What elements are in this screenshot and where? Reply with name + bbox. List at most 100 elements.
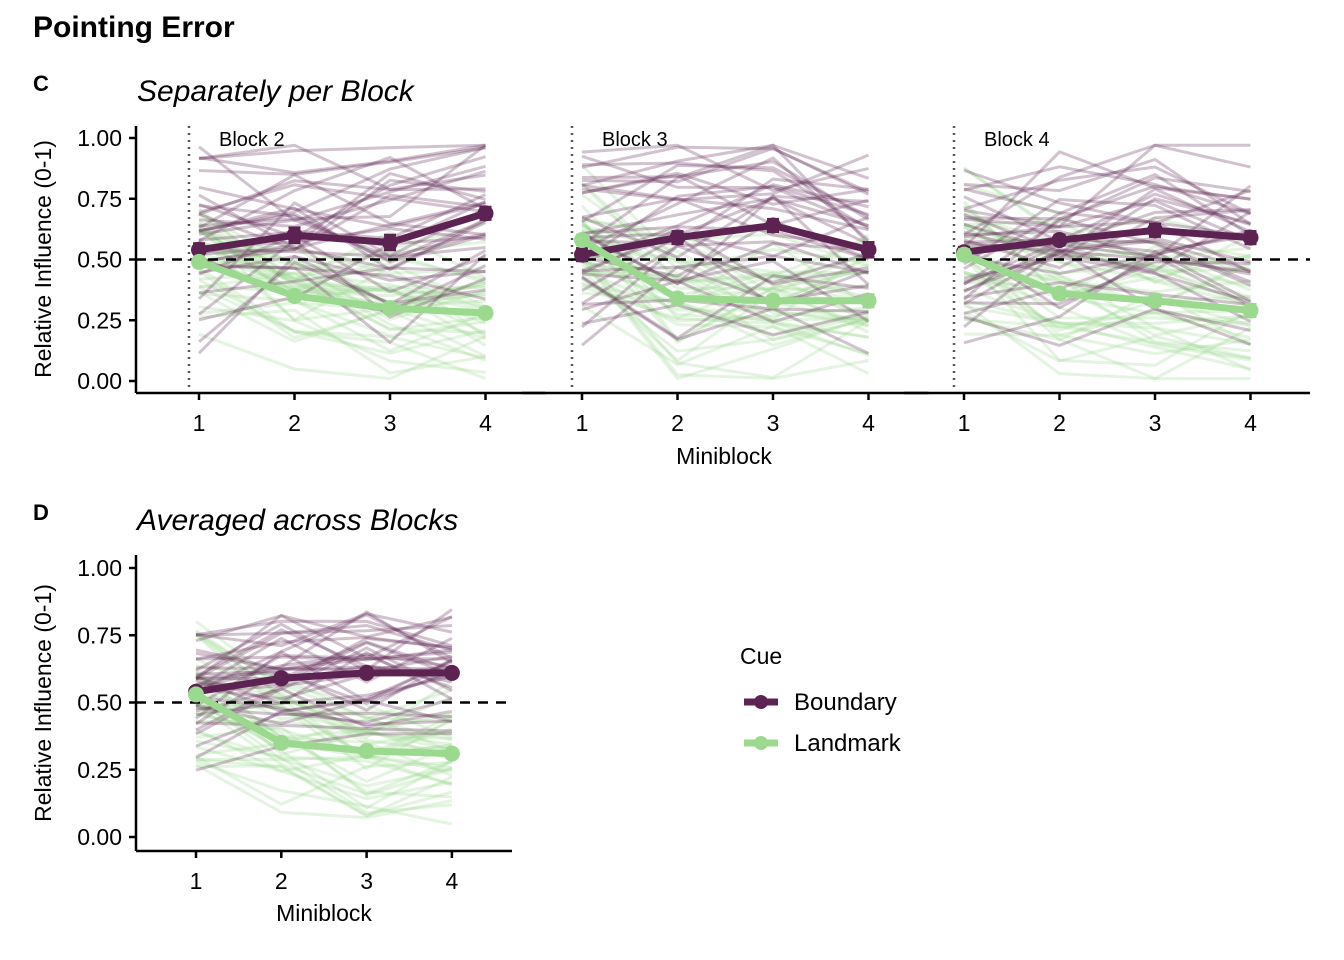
- chart-c-block4-landmark-individual-line: [962, 256, 1252, 367]
- chart-c-y-tick-label: 0.50: [77, 247, 122, 273]
- chart-c-block4-boundary-mean-line: [963, 226, 1251, 256]
- chart-c-block4-boundary-individual-line: [963, 199, 1252, 242]
- chart-c-block3-landmark-individual-line: [581, 228, 870, 296]
- chart-c-y-tick-label: 0.25: [77, 307, 122, 333]
- chart-c-block3-boundary-point: [765, 217, 781, 234]
- chart-c-block3-boundary-individual-line: [581, 163, 870, 224]
- chart-c-block3-boundary-individual-line: [581, 154, 870, 228]
- chart-c-block2-landmark-individual-line: [197, 227, 486, 322]
- chart-c-block4-landmark-individual-line: [963, 223, 1251, 269]
- chart-c-block4-landmark-individual-line: [963, 304, 1252, 372]
- chart-d-boundary-individual-line: [195, 732, 452, 772]
- chart-c-block2-landmark-point: [286, 287, 303, 304]
- chart-c-block4-landmark-individual-line: [963, 254, 1251, 332]
- chart-c-block2-landmark-individual-line: [198, 211, 486, 321]
- chart-c-block2-landmark-individual-line: [198, 292, 487, 353]
- chart-c-title: Separately per Block: [137, 75, 416, 108]
- chart-c-block4-landmark-individual-line: [963, 254, 1252, 346]
- chart-d-x-tick-label: 3: [360, 868, 373, 894]
- chart-d-landmark-individual-line: [195, 739, 453, 786]
- chart-c-block3-landmark-individual-line: [580, 164, 869, 275]
- chart-d-boundary-individual-line: [195, 721, 452, 733]
- chart-c-block3-boundary-individual-line: [581, 145, 870, 194]
- chart-c-block2-landmark-individual-line: [198, 207, 487, 308]
- chart-c-block2-boundary-individual-line: [198, 266, 486, 295]
- chart-d-y-tick-label: 0.25: [77, 757, 122, 783]
- chart-d-y-tick-label: 0.00: [77, 824, 122, 850]
- chart-c-y-tick-label: 1.00: [77, 125, 122, 151]
- chart-c-panel-label: Block 3: [602, 129, 668, 151]
- chart-c-block3-boundary-individual-line: [581, 153, 870, 202]
- chart-d-landmark-individual-line: [195, 692, 453, 759]
- individual-lines-c: [197, 143, 1252, 381]
- chart-d-landmark-individual-line: [195, 674, 452, 721]
- chart-c-block2-boundary-individual-line: [198, 146, 486, 233]
- chart-c-block4-boundary-individual-line: [963, 192, 1251, 243]
- chart-d-boundary-point: [358, 664, 375, 681]
- chart-c-block4-boundary-individual-line: [963, 228, 1251, 275]
- chart-c-block2-boundary-point: [477, 205, 494, 222]
- chart-c-block4-boundary-individual-line: [962, 150, 1251, 249]
- chart-c-block4-landmark-individual-line: [963, 270, 1251, 362]
- chart-c-block3-landmark-individual-line: [581, 285, 869, 339]
- chart-c-block3-boundary-individual-line: [581, 177, 869, 245]
- y-axis-label-c: Relative Influence (0-1): [30, 140, 56, 378]
- chart-d-boundary-individual-line: [195, 623, 452, 681]
- chart-d-boundary-individual-line: [195, 619, 453, 648]
- chart-d-landmark-individual-line: [195, 730, 453, 815]
- chart-c-block4-landmark-point: [1242, 302, 1259, 319]
- chart-c-block4-boundary-individual-line: [963, 184, 1251, 221]
- chart-c-block2-landmark-individual-line: [198, 305, 486, 374]
- legend-key-boundary-marker: [754, 695, 768, 709]
- chart-c-block3-boundary-individual-line: [581, 171, 869, 206]
- chart-c-block2-landmark-point: [382, 300, 398, 317]
- chart-d-landmark-individual-line: [195, 703, 453, 759]
- chart-c-block2-boundary-individual-line: [198, 260, 486, 343]
- chart-c-block2-landmark-point: [477, 304, 494, 321]
- chart-c-block4-boundary-individual-line: [963, 219, 1252, 274]
- chart-c-block2-boundary-individual-line: [197, 254, 486, 355]
- chart-d-boundary-individual-line: [195, 623, 453, 652]
- chart-d-landmark-individual-line: [195, 620, 453, 740]
- chart-d-landmark-individual-line: [195, 629, 453, 740]
- chart-c-block2-landmark-individual-line: [198, 241, 486, 310]
- chart-c-block3-landmark-point: [860, 292, 877, 309]
- chart-c-block4-landmark-point: [1051, 285, 1068, 302]
- chart-d-y-tick-label: 0.50: [77, 690, 122, 716]
- chart-d-boundary-individual-line: [195, 697, 453, 748]
- chart-c-block2-boundary-individual-line: [198, 143, 486, 161]
- chart-d-landmark-individual-line: [195, 633, 453, 746]
- chart-c-block3-boundary-point: [574, 246, 590, 263]
- chart-c-block4-boundary-individual-line: [963, 230, 1251, 316]
- chart-c-block3-boundary-individual-line: [581, 143, 870, 245]
- legend-label-boundary: Boundary: [794, 689, 897, 716]
- chart-c-block4-landmark-point: [1147, 292, 1163, 309]
- chart-d-x-tick-label: 1: [190, 868, 203, 894]
- chart-c-y-tick-label: 0.00: [77, 368, 122, 394]
- chart-c-block4-landmark-individual-line: [963, 225, 1251, 294]
- chart-d-landmark-point: [443, 745, 460, 762]
- chart-c-block4-boundary-individual-line: [963, 143, 1251, 229]
- chart-c-block2-boundary-individual-line: [198, 185, 486, 229]
- chart-d-landmark-individual-line: [195, 670, 453, 762]
- chart-d-boundary-individual-line: [195, 613, 453, 693]
- chart-c-block4-boundary-individual-line: [963, 187, 1251, 238]
- chart-c-block2-boundary-individual-line: [198, 233, 487, 294]
- chart-c-block2-landmark-individual-line: [198, 246, 486, 313]
- chart-c-block2-landmark-individual-line: [198, 230, 486, 293]
- chart-c-block2-boundary-individual-line: [198, 169, 486, 228]
- chart-c-block3-landmark-point: [574, 232, 590, 249]
- chart-c-block4-boundary-individual-line: [963, 157, 1252, 226]
- chart-c-block4-landmark-individual-line: [963, 208, 1251, 327]
- chart-d-boundary-individual-line: [195, 698, 453, 760]
- chart-d-landmark-individual-line: [195, 711, 453, 784]
- chart-c-block2-landmark-individual-line: [198, 228, 487, 283]
- chart-d-x-tick-label: 2: [275, 868, 288, 894]
- chart-c-block2-boundary-individual-line: [198, 143, 486, 175]
- chart-c-block2-landmark-individual-line: [198, 308, 486, 375]
- chart-c-block3-landmark-individual-line: [581, 256, 869, 357]
- chart-d-landmark-individual-line: [195, 764, 453, 817]
- chart-c-x-tick-label: 3: [1149, 410, 1162, 436]
- chart-c-block3-landmark-point: [765, 292, 781, 309]
- chart-c-block2-landmark-point: [191, 253, 207, 270]
